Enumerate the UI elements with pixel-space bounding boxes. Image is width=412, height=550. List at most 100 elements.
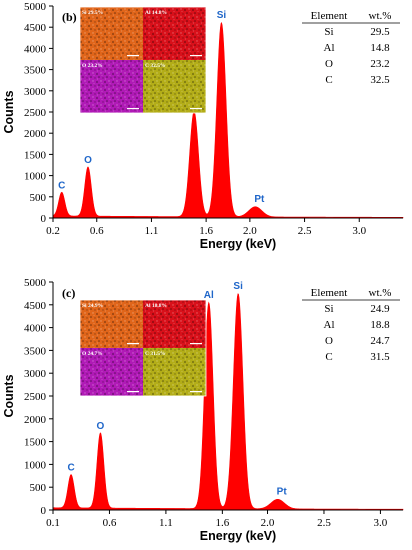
y-axis-label: Counts <box>2 374 16 417</box>
eds-map-caption: C 31.5% <box>145 351 165 357</box>
eds-map-border <box>79 299 207 397</box>
x-tick-label: 1.6 <box>199 225 213 237</box>
y-tick-label: 5000 <box>24 1 47 13</box>
table-cell-wt: 24.7 <box>370 335 390 347</box>
spectrum-area <box>52 293 404 511</box>
table-cell-element: Al <box>324 42 335 54</box>
y-tick-label: 2000 <box>24 414 47 426</box>
eds-map-caption: Al 18.8% <box>145 303 167 309</box>
panel-label: (b) <box>62 10 77 24</box>
y-tick-label: 3500 <box>24 65 47 77</box>
x-tick-label: 0.2 <box>46 225 60 237</box>
table-cell-wt: 18.8 <box>370 319 390 331</box>
table-cell-element: Al <box>324 319 335 331</box>
x-tick-label: 1.1 <box>159 517 173 529</box>
eds-map-texture <box>80 348 143 396</box>
x-tick-label: 2.0 <box>261 517 275 529</box>
y-tick-label: 4000 <box>24 43 47 55</box>
y-tick-label: 3500 <box>24 345 47 357</box>
table-cell-element: O <box>325 335 333 347</box>
eds-map-caption: Al 14.8% <box>145 10 167 16</box>
peak-label-pt: Pt <box>254 194 265 205</box>
y-tick-label: 1000 <box>24 171 47 183</box>
spectrum-area <box>52 21 404 219</box>
peak-label-al: Al <box>204 290 214 301</box>
y-tick-label: 0 <box>41 505 47 517</box>
x-tick-label: 3.0 <box>352 225 366 237</box>
y-tick-label: 1000 <box>24 459 47 471</box>
table-cell-element: C <box>325 351 332 363</box>
x-axis-label: Energy (keV) <box>200 529 276 543</box>
peak-label-o: O <box>97 421 105 432</box>
x-tick-label: 0.1 <box>46 517 60 529</box>
scale-bar <box>127 55 139 57</box>
spectrum-panel-b: 0 500 1000 1500 2000 2500 3000 3500 4000 4500 5000… <box>2 1 404 251</box>
y-axis-label: Counts <box>2 90 16 133</box>
table-cell-wt: 29.5 <box>370 26 390 38</box>
x-tick-label: 0.6 <box>103 517 117 529</box>
x-tick-label: 3.0 <box>374 517 388 529</box>
y-tick-label: 0 <box>41 213 47 225</box>
eds-map-caption: O 23.2% <box>82 63 103 69</box>
y-tick-label: 1500 <box>24 149 47 161</box>
x-tick-label: 2.0 <box>243 225 257 237</box>
eds-map-texture <box>143 60 206 113</box>
eds-map-texture <box>143 7 206 60</box>
scale-bar <box>190 391 202 393</box>
y-tick-label: 4500 <box>24 22 47 34</box>
eds-map-caption: C 32.5% <box>145 63 165 69</box>
table-cell-wt: 31.5 <box>370 351 390 363</box>
table-header-wt: wt.% <box>369 10 392 22</box>
x-tick-label: 2.5 <box>298 225 312 237</box>
y-tick-label: 2500 <box>24 391 47 403</box>
table-header-element: Element <box>311 287 348 299</box>
eds-map-caption: Si 29.5% <box>82 10 103 16</box>
y-tick-label: 3000 <box>24 86 47 98</box>
y-tick-label: 3000 <box>24 368 47 380</box>
peak-label-c: C <box>58 180 65 191</box>
eds-map-texture <box>80 300 143 348</box>
x-tick-label: 2.5 <box>317 517 331 529</box>
table-cell-wt: 14.8 <box>370 42 390 54</box>
y-tick-label: 2500 <box>24 107 47 119</box>
peak-label-pt: Pt <box>277 486 288 497</box>
y-tick-label: 2000 <box>24 128 47 140</box>
table-header-wt: wt.% <box>369 287 392 299</box>
eds-map-texture <box>143 348 206 396</box>
y-tick-label: 4000 <box>24 323 47 335</box>
table-cell-wt: 23.2 <box>370 58 389 70</box>
table-cell-wt: 32.5 <box>370 74 390 86</box>
table-cell-element: C <box>325 74 332 86</box>
y-tick-label: 1500 <box>24 437 47 449</box>
scale-bar <box>190 108 202 110</box>
eds-map-texture <box>80 60 143 113</box>
table-cell-wt: 24.9 <box>370 303 390 315</box>
y-tick-label: 500 <box>30 482 47 494</box>
table-cell-element: Si <box>324 26 333 38</box>
x-tick-label: 0.6 <box>90 225 104 237</box>
scale-bar <box>127 343 139 345</box>
eds-map-caption: O 24.7% <box>82 351 103 357</box>
table-bg <box>302 7 400 87</box>
scale-bar <box>127 108 139 110</box>
spectrum-panel-c: 0 500 1000 1500 2000 2500 3000 3500 4000 4500 5000… <box>2 277 404 543</box>
table-bg <box>302 284 400 364</box>
eds-map-texture <box>143 300 206 348</box>
eds-map-caption: Si 24.9% <box>82 303 103 309</box>
eds-map-texture <box>80 7 143 60</box>
scale-bar <box>190 55 202 57</box>
x-axis-label: Energy (keV) <box>200 237 276 251</box>
peak-label-si: Si <box>217 10 227 21</box>
scale-bar <box>127 391 139 393</box>
eds-map-border <box>79 6 207 114</box>
table-cell-element: O <box>325 58 333 70</box>
scale-bar <box>190 343 202 345</box>
y-tick-label: 5000 <box>24 277 47 289</box>
panel-label: (c) <box>62 286 75 300</box>
y-tick-label: 4500 <box>24 300 47 312</box>
y-tick-label: 500 <box>30 192 47 204</box>
table-cell-element: Si <box>324 303 333 315</box>
peak-label-o: O <box>84 155 92 166</box>
x-tick-label: 1.1 <box>145 225 159 237</box>
